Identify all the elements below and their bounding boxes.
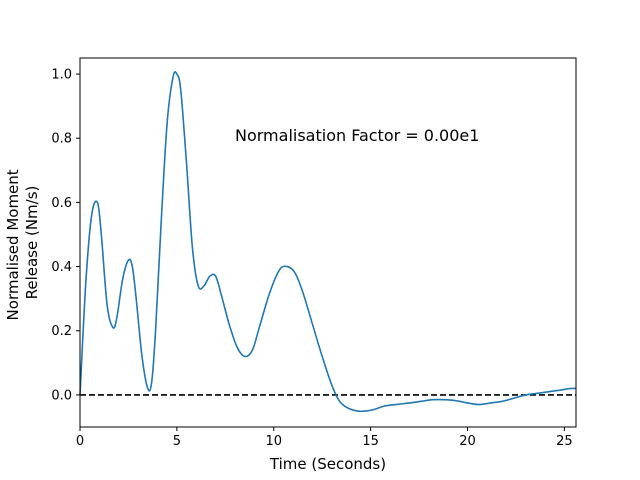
x-axis-title: Time (Seconds) — [269, 455, 386, 473]
y-tick-label: 0.0 — [51, 388, 72, 403]
x-tick-label: 15 — [362, 434, 379, 449]
y-tick-label: 0.4 — [51, 260, 72, 275]
series-line-0 — [79, 71, 577, 413]
y-axis-title-line-1: Normalised Moment — [4, 169, 22, 320]
y-axis-title: Normalised Moment Release (Nm/s) — [4, 165, 41, 321]
x-tick-label: 5 — [173, 434, 181, 449]
y-tick-label: 0.8 — [51, 132, 72, 147]
x-tick-label: 0 — [76, 434, 84, 449]
y-tick-label: 0.2 — [51, 324, 72, 339]
x-tick-label: 20 — [459, 434, 476, 449]
y-tick-label: 0.6 — [51, 196, 72, 211]
y-tick-label: 1.0 — [51, 68, 72, 83]
normalisation-annotation: Normalisation Factor = 0.00e1 — [235, 126, 479, 145]
y-axis-title-line-2: Release (Nm/s) — [23, 186, 41, 300]
x-tick-label: 10 — [265, 434, 282, 449]
x-tick-label: 25 — [556, 434, 573, 449]
plot-frame — [79, 57, 577, 428]
ticks-layer: 0 5 10 15 20 25 0.0 0.2 0.4 0.6 0.8 1.0 — [51, 68, 572, 449]
plot-layer — [79, 71, 577, 413]
